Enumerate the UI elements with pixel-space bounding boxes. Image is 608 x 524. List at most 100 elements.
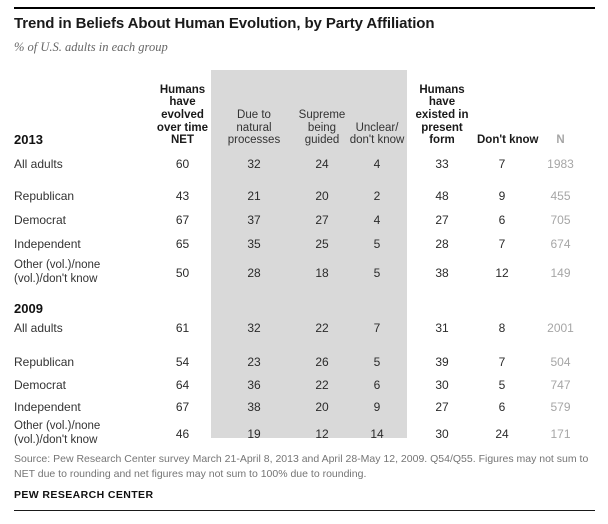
evolution-beliefs-table: 2013 Humans have evolved over time NET D… <box>14 70 594 450</box>
table-cell: 5 <box>373 354 381 369</box>
table-cell: 24 <box>495 427 509 441</box>
table-cell: 7 <box>373 321 381 335</box>
table-cell: 6 <box>498 213 506 227</box>
table-cell: 30 <box>435 427 449 441</box>
table-cell: 38 <box>247 400 261 414</box>
table-row: Independent 65 35 25 5 28 7 674 <box>14 232 594 256</box>
table-cell: 23 <box>247 354 261 369</box>
row-label: All adults <box>14 321 63 335</box>
col-header-n: N <box>556 134 565 147</box>
table-cell-n: 504 <box>550 354 571 369</box>
table-cell: 9 <box>373 400 381 414</box>
table-cell: 6 <box>498 400 506 414</box>
row-label: Democrat <box>14 377 67 392</box>
table-cell: 32 <box>247 321 261 335</box>
row-label: Republican <box>14 354 75 369</box>
table-cell: 30 <box>435 377 449 392</box>
table-row: All adults 60 32 24 4 33 7 1983 <box>14 152 594 175</box>
table-cell: 9 <box>498 189 506 203</box>
shaded-column-band <box>211 70 407 438</box>
col-header-net: Humans have evolved over time NET <box>156 83 209 147</box>
page-subtitle: % of U.S. adults in each group <box>14 40 168 54</box>
row-label: Republican <box>14 189 75 203</box>
table-cell: 27 <box>315 213 329 227</box>
top-rule <box>14 7 595 9</box>
row-label: Other (vol.)/none (vol.)/don't know <box>14 259 101 285</box>
table-cell: 39 <box>435 354 449 369</box>
table-header-row: 2013 Humans have evolved over time NET D… <box>14 70 594 152</box>
table-cell: 12 <box>495 266 509 280</box>
table-cell: 64 <box>175 377 190 392</box>
table-cell: 4 <box>373 213 381 227</box>
table-cell: 65 <box>175 237 190 251</box>
table-row: Republican 43 21 20 2 48 9 455 <box>14 184 594 208</box>
table-row: Democrat 67 37 27 4 27 6 705 <box>14 208 594 232</box>
table-cell: 6 <box>373 377 381 392</box>
table-cell: 37 <box>247 213 261 227</box>
table-cell-n: 674 <box>550 237 571 251</box>
table-cell: 26 <box>315 354 329 369</box>
table-row: All adults 61 32 22 7 31 8 2001 <box>14 316 594 340</box>
table-cell: 18 <box>315 266 329 280</box>
table-cell: 67 <box>175 213 190 227</box>
bottom-rule <box>14 510 595 511</box>
table-cell: 27 <box>435 213 449 227</box>
table-cell: 28 <box>247 266 261 280</box>
table-cell: 54 <box>175 354 190 369</box>
table-cell: 8 <box>498 321 506 335</box>
table-cell: 14 <box>370 427 384 441</box>
table-cell: 43 <box>175 189 190 203</box>
table-cell: 28 <box>435 237 449 251</box>
table-cell: 7 <box>498 237 506 251</box>
table-cell: 61 <box>175 321 190 335</box>
table-row: Democrat 64 36 22 6 30 5 747 <box>14 373 594 396</box>
table-cell-n: 1983 <box>547 156 574 171</box>
row-label: Independent <box>14 237 81 251</box>
table-row: Other (vol.)/none (vol.)/don't know 46 1… <box>14 418 594 450</box>
table-cell: 38 <box>435 266 449 280</box>
col-header-unclear: Unclear/ don't know <box>349 121 405 147</box>
table-cell: 12 <box>315 427 329 441</box>
table-cell: 33 <box>435 156 449 171</box>
table-cell: 20 <box>315 189 329 203</box>
table-cell: 4 <box>373 156 381 171</box>
table-cell: 27 <box>435 400 449 414</box>
table-cell: 7 <box>498 156 506 171</box>
table-cell: 22 <box>315 321 329 335</box>
row-label: All adults <box>14 156 63 171</box>
table-cell: 7 <box>498 354 506 369</box>
table-cell: 2 <box>373 189 381 203</box>
section-year-2009: 2009 <box>14 301 43 316</box>
table-cell: 50 <box>175 266 190 280</box>
table-cell: 21 <box>247 189 261 203</box>
row-label: Independent <box>14 400 81 414</box>
col-header-natural-processes: Due to natural processes <box>227 109 281 147</box>
table-cell: 25 <box>315 237 329 251</box>
table-cell: 24 <box>315 156 329 171</box>
table-cell: 46 <box>175 427 190 441</box>
row-label: Other (vol.)/none (vol.)/don't know <box>14 420 101 446</box>
table-row: Republican 54 23 26 5 39 7 504 <box>14 350 594 373</box>
table-cell-n: 455 <box>550 189 571 203</box>
table-cell-n: 2001 <box>547 321 574 335</box>
table-cell: 5 <box>373 237 381 251</box>
table-cell: 22 <box>315 377 329 392</box>
table-cell: 60 <box>175 156 190 171</box>
section-year-2013: 2013 <box>14 132 43 147</box>
table-cell: 48 <box>435 189 449 203</box>
source-note: Source: Pew Research Center survey March… <box>14 453 589 480</box>
table-cell-n: 747 <box>550 377 571 392</box>
col-header-supreme-being: Supreme being guided <box>298 109 346 147</box>
table-cell-n: 579 <box>550 400 571 414</box>
table-cell-n: 705 <box>550 213 571 227</box>
table-cell: 5 <box>373 266 381 280</box>
brand-footer: PEW RESEARCH CENTER <box>14 489 154 501</box>
table-cell: 36 <box>247 377 261 392</box>
table-cell: 5 <box>498 377 506 392</box>
section-header-row: 2009 <box>14 296 594 316</box>
col-header-present-form: Humans have existed in present form <box>415 83 469 147</box>
col-header-dont-know: Don't know <box>477 134 539 147</box>
table-cell: 67 <box>175 400 190 414</box>
table-cell: 20 <box>315 400 329 414</box>
